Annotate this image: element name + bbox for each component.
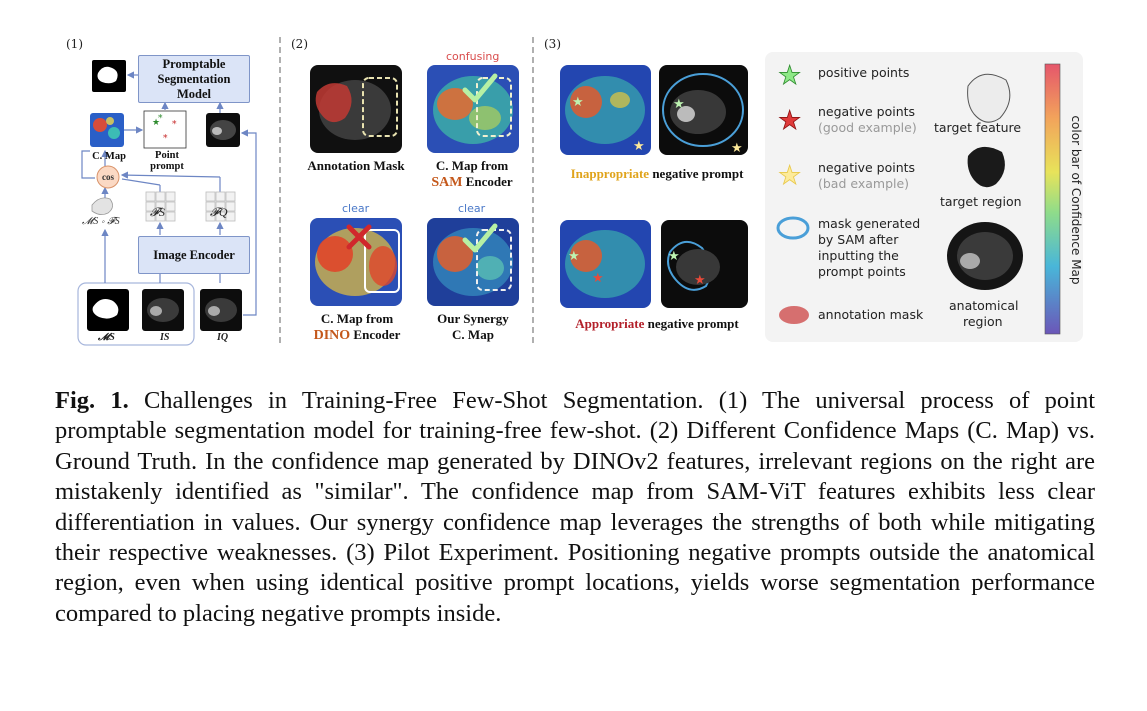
annotation-mask-label: Annotation Mask bbox=[307, 158, 405, 173]
inappropriate-negative-prompt-label: Inappropriate negative prompt bbox=[553, 166, 761, 182]
svg-text:★: ★ bbox=[152, 118, 160, 128]
svg-text:★: ★ bbox=[568, 249, 580, 264]
caption-fig-number: Fig. 1. bbox=[55, 387, 129, 414]
clear-note-synergy: clear bbox=[458, 202, 486, 215]
cmap-dino-line1: C. Map from bbox=[320, 311, 394, 326]
is-label: IS bbox=[160, 332, 170, 343]
legend-mask-1: mask generated bbox=[818, 216, 921, 231]
legend-graphics: ★ ★ ★ bbox=[776, 61, 1061, 335]
legend-target-feature: target feature bbox=[934, 120, 1022, 135]
legend-annotation-mask: annotation mask bbox=[818, 307, 924, 322]
svg-text:★: ★ bbox=[633, 139, 645, 154]
iq-label: IQ bbox=[217, 332, 229, 343]
separator-1 bbox=[279, 37, 281, 343]
cmap-dino-label: C. Map from DINO Encoder bbox=[300, 311, 414, 344]
figure-caption: Fig. 1. Challenges in Training-Free Few-… bbox=[55, 386, 1095, 629]
ms-fs-label: 𝓜S ∘ 𝓕S bbox=[82, 216, 120, 227]
legend-anatomical-2: region bbox=[963, 314, 1003, 329]
legend-negative-good-1: negative points bbox=[818, 104, 916, 119]
synergy-cmap-label: Our Synergy C. Map bbox=[418, 311, 528, 343]
svg-text:★: ★ bbox=[572, 95, 584, 110]
colorbar-label: color bar of Confidence Map bbox=[1069, 115, 1083, 285]
svg-text:★: ★ bbox=[592, 271, 604, 286]
svg-text:*: * bbox=[158, 114, 163, 124]
sam-word: SAM bbox=[431, 175, 463, 190]
panel-3-images: ★ ★ ★ ★ ★ ★ ★ ★ bbox=[560, 65, 748, 308]
cmap-dino-line2: DINO Encoder bbox=[300, 327, 414, 344]
panel-2-label: (2) bbox=[291, 37, 308, 51]
svg-text:★: ★ bbox=[668, 249, 680, 264]
ms-label: 𝓜S bbox=[98, 332, 115, 343]
promptable-segmentation-model-box: Promptable Segmentation Model bbox=[138, 55, 250, 103]
caption-text: Challenges in Training-Free Few-Shot Seg… bbox=[55, 387, 1096, 627]
svg-text:★: ★ bbox=[778, 61, 801, 91]
legend-box bbox=[765, 52, 1083, 342]
image-encoder-box: Image Encoder bbox=[138, 236, 250, 274]
synergy-line1: Our Synergy bbox=[437, 311, 509, 326]
appropriate-rest: negative prompt bbox=[647, 316, 739, 331]
legend-mask-3: inputting the bbox=[818, 248, 899, 263]
separator-2 bbox=[532, 37, 534, 343]
point-prompt-label: Point prompt bbox=[150, 150, 184, 172]
cmap-sam-label: C. Map from SAM Encoder bbox=[412, 158, 532, 191]
synergy-line2: C. Map bbox=[452, 327, 494, 342]
panel-3-label: (3) bbox=[544, 37, 561, 51]
legend-mask-2: by SAM after bbox=[818, 232, 899, 247]
c-map-label: C. Map bbox=[92, 151, 126, 162]
legend-negative-bad-2: (bad example) bbox=[818, 176, 910, 191]
clear-note-dino: clear bbox=[342, 202, 370, 215]
panel-1-diagram: ★ * * * bbox=[77, 60, 257, 346]
legend-mask-4: prompt points bbox=[818, 264, 906, 279]
legend-target-region: target region bbox=[940, 194, 1022, 209]
cmap-sam-line1: C. Map from bbox=[435, 158, 509, 173]
appropriate-negative-prompt-label: Appropriate negative prompt bbox=[553, 316, 761, 332]
inappropriate-word: Inappropriate bbox=[570, 166, 650, 181]
legend-positive-points: positive points bbox=[818, 65, 910, 80]
dino-encoder-word: Encoder bbox=[353, 327, 401, 342]
cmap-sam-line2: SAM Encoder bbox=[412, 174, 532, 191]
sam-encoder-word: Encoder bbox=[465, 174, 513, 189]
svg-text:★: ★ bbox=[731, 141, 743, 156]
confusing-note: confusing bbox=[446, 50, 500, 63]
svg-text:★: ★ bbox=[673, 97, 685, 112]
fs-label: 𝓕S bbox=[150, 205, 165, 219]
svg-text:★: ★ bbox=[694, 273, 706, 288]
legend-anatomical-1: anatomical bbox=[949, 298, 1019, 313]
svg-text:*: * bbox=[172, 120, 177, 130]
legend-negative-bad-1: negative points bbox=[818, 160, 916, 175]
panel-1-label: (1) bbox=[66, 37, 83, 51]
colorbar-label-wrap: color bar of Confidence Map bbox=[1066, 100, 1086, 300]
fq-label: 𝓕Q bbox=[210, 205, 228, 219]
legend-negative-good-2: (good example) bbox=[818, 120, 917, 135]
appropriate-word: Appropriate bbox=[575, 316, 645, 331]
svg-text:★: ★ bbox=[778, 161, 801, 191]
dino-word: DINO bbox=[313, 328, 351, 343]
cos-label: cos bbox=[102, 172, 114, 182]
panel-2-images bbox=[310, 65, 519, 306]
inappropriate-rest: negative prompt bbox=[652, 166, 744, 181]
svg-text:★: ★ bbox=[778, 106, 801, 136]
svg-text:*: * bbox=[163, 134, 168, 144]
